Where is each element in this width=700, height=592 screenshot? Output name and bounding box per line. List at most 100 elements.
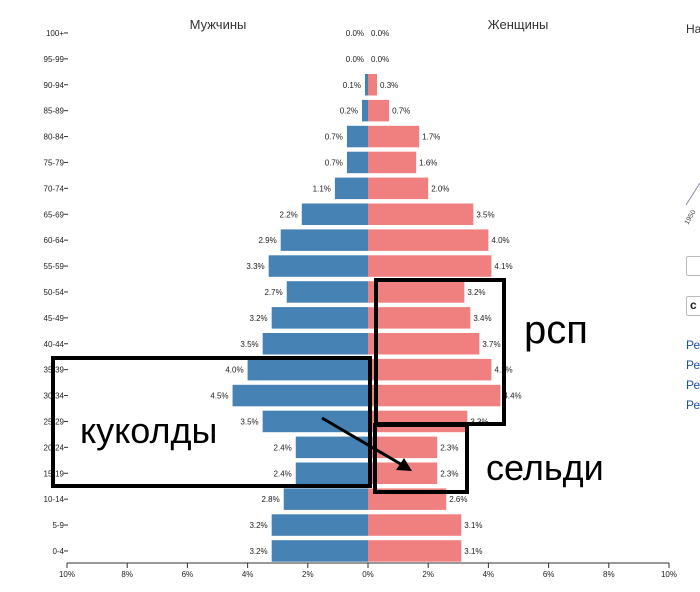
male-bar bbox=[295, 436, 368, 459]
age-group-label: 55-59 bbox=[44, 262, 65, 271]
x-tick-label: 6% bbox=[543, 570, 555, 579]
female-bar bbox=[368, 436, 438, 459]
female-bar bbox=[368, 333, 480, 355]
male-bar bbox=[334, 177, 368, 200]
female-value-label: 1.6% bbox=[419, 158, 437, 167]
male-bar bbox=[280, 229, 368, 251]
male-value-label: 4.0% bbox=[225, 366, 243, 375]
male-value-label: 2.2% bbox=[280, 210, 298, 219]
female-bar bbox=[368, 462, 438, 484]
arrow-line bbox=[321, 416, 405, 468]
female-value-label: 2.3% bbox=[440, 469, 458, 478]
age-group-label: 40-44 bbox=[44, 340, 65, 349]
female-value-label: 0.3% bbox=[380, 81, 398, 90]
mini-year-label: 1950 bbox=[684, 209, 698, 226]
female-value-label: 3.5% bbox=[476, 210, 494, 219]
male-value-label: 1.1% bbox=[313, 184, 331, 193]
male-bar bbox=[232, 384, 368, 407]
female-value-label: 3.7% bbox=[482, 340, 500, 349]
x-axis: 10% 8% 6% 4% 2% 0% 2% 4% 6% 8% 10% bbox=[59, 562, 677, 579]
female-value-label: 3.4% bbox=[473, 314, 491, 323]
female-bar bbox=[368, 410, 468, 433]
side-input[interactable] bbox=[686, 256, 700, 276]
male-value-label: 0.0% bbox=[346, 55, 364, 64]
age-group-label: 85-89 bbox=[44, 107, 65, 116]
age-group-label: 0-4 bbox=[52, 547, 64, 556]
male-bar bbox=[301, 203, 368, 225]
male-value-label: 0.0% bbox=[346, 29, 364, 38]
male-value-label: 3.3% bbox=[246, 262, 264, 271]
female-value-label: 3.1% bbox=[464, 521, 482, 530]
male-value-label: 3.2% bbox=[249, 521, 267, 530]
male-bar bbox=[346, 125, 368, 148]
male-bar bbox=[271, 307, 368, 329]
male-bar bbox=[247, 358, 368, 381]
side-button[interactable]: с bbox=[686, 296, 700, 316]
female-value-label: 3.3% bbox=[470, 417, 488, 426]
female-bar bbox=[368, 99, 390, 122]
annotation-seldi: сельди bbox=[486, 447, 604, 488]
age-group-label: 100+ bbox=[46, 29, 64, 38]
female-value-label: 2.0% bbox=[431, 184, 449, 193]
age-group-label: 65-69 bbox=[44, 210, 65, 219]
side-link-2[interactable]: Ре bbox=[686, 358, 700, 372]
side-link-3[interactable]: Ре bbox=[686, 378, 700, 392]
side-button-glyph: с bbox=[690, 298, 697, 312]
x-tick-label: 2% bbox=[302, 570, 314, 579]
male-bar bbox=[286, 281, 368, 303]
age-group-label: 50-54 bbox=[44, 288, 65, 297]
male-bar bbox=[262, 333, 368, 355]
mini-line-chart: 1950 bbox=[684, 182, 700, 226]
mini-line bbox=[685, 182, 700, 206]
x-tick-label: 10% bbox=[59, 570, 75, 579]
age-group-label: 75-79 bbox=[44, 158, 65, 167]
female-bar bbox=[368, 125, 420, 148]
female-value-label: 3.1% bbox=[464, 547, 482, 556]
female-header: Женщины bbox=[488, 17, 549, 32]
male-value-label: 3.2% bbox=[249, 314, 267, 323]
female-bar bbox=[368, 358, 492, 381]
male-value-label: 4.5% bbox=[210, 392, 228, 401]
male-bar bbox=[271, 540, 368, 562]
female-value-label: 0.0% bbox=[371, 55, 389, 64]
female-bar bbox=[368, 203, 474, 225]
female-value-label: 2.3% bbox=[440, 443, 458, 452]
female-value-label: 4.1% bbox=[494, 262, 512, 271]
male-bar bbox=[361, 99, 368, 122]
x-tick-label: 4% bbox=[483, 570, 495, 579]
female-value-label: 2.6% bbox=[449, 495, 467, 504]
female-bar bbox=[368, 281, 465, 303]
age-group-label: 90-94 bbox=[44, 81, 65, 90]
age-group-label: 10-14 bbox=[44, 495, 65, 504]
male-bar bbox=[268, 255, 368, 277]
male-bar bbox=[271, 514, 368, 536]
age-group-label: 60-64 bbox=[44, 236, 65, 245]
male-value-label: 0.2% bbox=[340, 107, 358, 116]
kukoldy-box bbox=[51, 356, 372, 488]
male-value-label: 2.4% bbox=[274, 443, 292, 452]
side-link-1[interactable]: Ре bbox=[686, 338, 700, 352]
side-link-4[interactable]: Ре bbox=[686, 398, 700, 412]
male-value-label: 2.4% bbox=[274, 469, 292, 478]
female-value-label: 0.7% bbox=[392, 107, 410, 116]
age-group-label: 70-74 bbox=[44, 184, 65, 193]
age-group-label: 5-9 bbox=[52, 521, 64, 530]
male-bar bbox=[262, 410, 368, 433]
female-value-label: 1.7% bbox=[422, 133, 440, 142]
annotations-layer: куколды рсп сельди bbox=[51, 278, 604, 494]
x-tick-label: 6% bbox=[182, 570, 194, 579]
male-bar bbox=[346, 151, 368, 174]
female-bar bbox=[368, 514, 462, 536]
x-tick-label: 8% bbox=[603, 570, 615, 579]
age-group-label: 95-99 bbox=[44, 55, 65, 64]
male-bar bbox=[364, 74, 368, 96]
female-value-label: 4.4% bbox=[503, 392, 521, 401]
male-value-label: 3.2% bbox=[249, 547, 267, 556]
y-axis-labels: 100+ 95-99 90-94 85-89 80-84 75-79 70-74 65-69 6… bbox=[44, 29, 68, 556]
x-tick-label: 4% bbox=[242, 570, 254, 579]
female-bar bbox=[368, 307, 471, 329]
x-tick-label: 8% bbox=[121, 570, 133, 579]
female-value-label: 0.0% bbox=[371, 29, 389, 38]
female-bar bbox=[368, 384, 501, 407]
female-bar bbox=[368, 151, 417, 174]
